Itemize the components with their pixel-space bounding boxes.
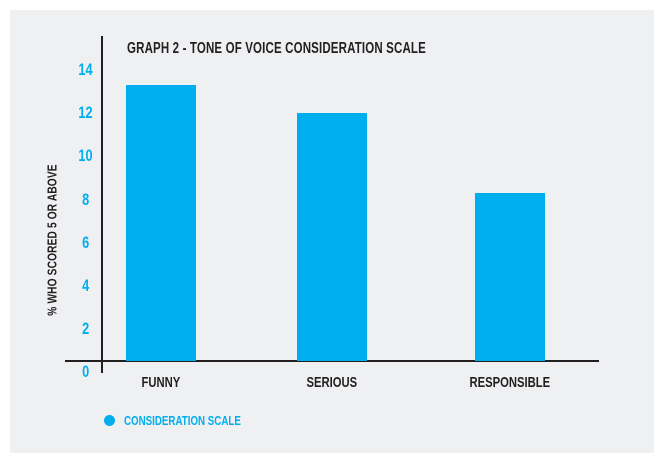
y-tick-label: 10 bbox=[78, 146, 93, 166]
y-tick-label: 0 bbox=[81, 362, 90, 382]
y-tick-label: 6 bbox=[81, 232, 90, 252]
bar-responsible bbox=[475, 193, 545, 361]
legend: CONSIDERATION SCALE bbox=[104, 413, 280, 428]
chart-title-text: GRAPH 2 - TONE OF VOICE CONSIDERATION SC… bbox=[127, 40, 426, 57]
y-tick-label: 12 bbox=[78, 103, 93, 123]
x-category-label-responsible: RESPONSIBLE bbox=[469, 374, 551, 391]
y-tick-label: 14 bbox=[78, 60, 93, 80]
x-category-label-serious: SERIOUS bbox=[306, 374, 358, 391]
y-tick-label: 4 bbox=[81, 275, 90, 295]
legend-label: CONSIDERATION SCALE bbox=[124, 413, 280, 428]
legend-circle-marker-icon bbox=[104, 415, 115, 426]
y-axis-line bbox=[101, 36, 103, 373]
legend-label-text: CONSIDERATION SCALE bbox=[124, 413, 241, 428]
y-tick-label: 2 bbox=[81, 319, 90, 339]
x-category-label-funny: FUNNY bbox=[141, 374, 181, 391]
bar-serious bbox=[297, 113, 367, 361]
bar-funny bbox=[126, 85, 196, 361]
x-axis-line bbox=[65, 360, 599, 362]
chart-title: GRAPH 2 - TONE OF VOICE CONSIDERATION SC… bbox=[127, 40, 542, 58]
y-tick-label: 8 bbox=[81, 189, 90, 209]
